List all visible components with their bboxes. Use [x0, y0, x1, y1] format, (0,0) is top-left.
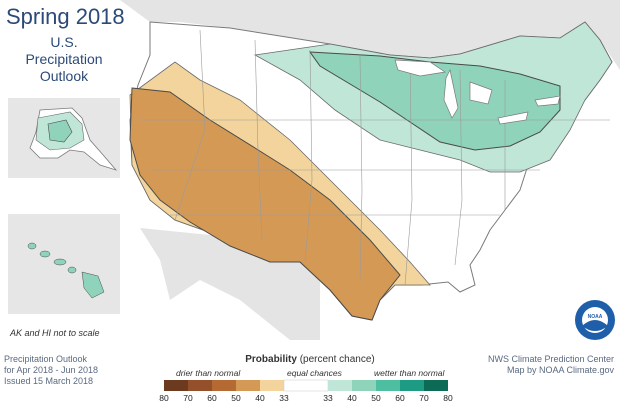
- legend-wetter-label: wetter than normal: [374, 368, 445, 378]
- inset-scale-note: AK and HI not to scale: [10, 328, 100, 338]
- legend-swatch-dry-2: [212, 380, 236, 391]
- footer-right-line-2: Map by NOAA Climate.gov: [506, 365, 614, 375]
- footer-left-line-3: Issued 15 March 2018: [4, 376, 94, 386]
- legend-swatch-dry-3: [236, 380, 260, 391]
- drier-region-40-50: [129, 87, 401, 321]
- subtitle-line-2: Precipitation: [25, 51, 103, 67]
- legend-swatch-dry-4: [260, 380, 284, 391]
- legend-tick-label: 33: [279, 393, 289, 403]
- footer-left-line-1: Precipitation Outlook: [4, 354, 88, 364]
- legend-tick-label: 80: [443, 393, 453, 403]
- footer-right-line-1: NWS Climate Prediction Center: [487, 354, 614, 364]
- legend-tick-label: 70: [183, 393, 193, 403]
- legend-title-rest: (percent chance): [296, 354, 375, 365]
- canada-region: [120, 0, 620, 70]
- legend-swatch-wet-2: [376, 380, 400, 391]
- noaa-logo: [575, 300, 615, 340]
- legend-tick-label: 40: [255, 393, 265, 403]
- legend-swatch-wet-1: [352, 380, 376, 391]
- legend-swatch-dry-0: [164, 380, 188, 391]
- legend-equal-label: equal chances: [287, 368, 342, 378]
- legend-tick-label: 50: [231, 393, 241, 403]
- wetter-region-40-50: [308, 51, 561, 151]
- alaska-wetter-50: [47, 119, 73, 143]
- mexico-region: [140, 228, 320, 340]
- legend-tick-label: 60: [207, 393, 217, 403]
- legend-drier-label: drier than normal: [176, 368, 241, 378]
- legend-tick-label: 50: [371, 393, 381, 403]
- subtitle-line-3: Outlook: [39, 68, 89, 84]
- legend-swatch-wet-3: [400, 380, 424, 391]
- legend-tick-label: 33: [323, 393, 333, 403]
- map-title: Spring 2018: [6, 4, 125, 29]
- noaa-logo-text: NOAA: [587, 314, 603, 320]
- legend-title-bold: Probability: [245, 354, 297, 365]
- great-lakes: [394, 59, 561, 125]
- legend-color-bar: [164, 379, 448, 392]
- subtitle-line-1: U.S.: [50, 34, 78, 50]
- footer-left-line-2: for Apr 2018 - Jun 2018: [4, 365, 99, 375]
- legend-title: Probability (percent chance): [0, 354, 620, 365]
- hawaii-islands: [27, 242, 105, 299]
- legend-swatch-equal: [283, 379, 329, 392]
- legend-tick-label: 60: [395, 393, 405, 403]
- legend-tick-label: 40: [347, 393, 357, 403]
- legend-swatch-wet-0: [328, 380, 352, 391]
- legend-swatch-dry-1: [188, 380, 212, 391]
- legend-tick-label: 80: [159, 393, 169, 403]
- state-borders: [140, 29, 610, 286]
- legend-swatch-wet-4: [424, 380, 448, 391]
- legend-tick-label: 70: [419, 393, 429, 403]
